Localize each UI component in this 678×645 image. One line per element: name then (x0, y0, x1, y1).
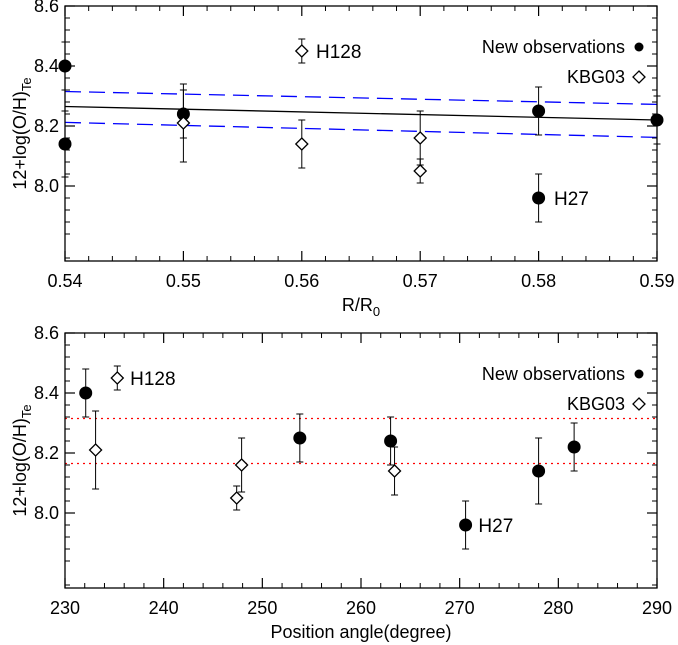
bottom-panel-ytick-label-3: 8.6 (34, 323, 59, 343)
bottom-panel-point-0-1 (293, 431, 307, 445)
top-panel-solid-line-0 (64, 105, 658, 121)
top-panel-point-1-2 (294, 137, 309, 151)
bottom-panel-point-0-5 (567, 440, 581, 454)
bottom-panel-xlabel-main: Position angle(degree) (270, 622, 451, 642)
bottom-panel-point-0-2 (384, 434, 398, 448)
top-panel-annotation-1: H27 (554, 189, 589, 210)
bottom-panel-ylabel-main: 12+log(O/H) (10, 418, 30, 517)
top-panel-xtick-label-5: 0.59 (639, 271, 674, 291)
bottom-panel-point-1-0 (88, 443, 103, 457)
top-panel-ylabel-main: 12+log(O/H) (10, 91, 30, 190)
top-panel-legend-marker-1 (632, 70, 646, 84)
top-panel-xtick-label-3: 0.57 (403, 271, 438, 291)
bottom-panel-series-0 (79, 368, 581, 550)
top-panel-point-1-0 (176, 116, 191, 130)
bottom-panel-ytick-label-2: 8.4 (34, 383, 59, 403)
top-panel-point-1-1 (294, 44, 309, 58)
bottom-panel: 230 240 250 260 270 280 290 8.0 8.2 8.4 8.6 Positio… (10, 323, 672, 642)
bottom-panel-ylabel-subscript: Te (19, 404, 34, 418)
bottom-panel-legend-marker-0 (634, 369, 644, 379)
bottom-panel-point-1-3 (234, 458, 249, 472)
bottom-panel-xtick-label-2: 250 (247, 598, 277, 618)
bottom-panel-annotation-1: H27 (478, 516, 513, 537)
bottom-panel-annotation-0: H128 (130, 369, 175, 390)
bottom-panel-xtick-label-4: 270 (445, 598, 475, 618)
top-panel-xtick-label-0: 0.54 (47, 271, 82, 291)
top-panel-xlabel: R/R0 (342, 295, 380, 319)
bottom-panel-legend-label-1: KBG03 (567, 394, 625, 414)
top-panel-ytick-label-3: 8.6 (34, 0, 59, 16)
top-panel-point-0-4 (532, 191, 546, 205)
top-panel-dashed-line-1 (64, 90, 658, 106)
bottom-panel-ylabel: 12+log(O/H)Te (10, 404, 34, 516)
top-panel: 0.54 0.55 0.56 0.57 0.58 0.59 8.0 8.2 8.4 8.6 R/R0… (10, 0, 675, 319)
top-panel-legend-label-0: New observations (482, 37, 625, 57)
bottom-panel-point-0-3 (459, 518, 473, 532)
top-panel-ytick-label-1: 8.2 (34, 116, 59, 136)
bottom-panel-series-1 (88, 365, 402, 511)
top-panel-xtick-label-1: 0.55 (166, 271, 201, 291)
top-panel-ytick-label-2: 8.4 (34, 56, 59, 76)
bottom-panel-legend-marker-1 (632, 397, 646, 411)
bottom-panel-xtick-label-5: 280 (543, 598, 573, 618)
bottom-panel-point-0-0 (79, 386, 93, 400)
bottom-panel-xlabel: Position angle(degree) (270, 622, 451, 642)
bottom-panel-xtick-label-3: 260 (346, 598, 376, 618)
top-panel-xtick-label-4: 0.58 (521, 271, 556, 291)
bottom-panel-point-1-1 (110, 371, 125, 385)
bottom-panel-xtick-label-1: 240 (149, 598, 179, 618)
bottom-panel-point-1-2 (229, 491, 244, 505)
top-panel-point-0-3 (532, 104, 546, 118)
top-panel-point-1-3 (413, 131, 428, 145)
top-panel-ylabel-subscript: Te (19, 77, 34, 91)
top-panel-legend-label-1: KBG03 (567, 67, 625, 87)
top-panel-dashed-line-2 (64, 121, 658, 139)
bottom-panel-point-1-4 (387, 464, 402, 478)
bottom-panel-xtick-label-0: 230 (50, 598, 80, 618)
top-panel-annotation-0: H128 (316, 42, 361, 63)
bottom-panel-ytick-label-1: 8.2 (34, 443, 59, 463)
bottom-panel-xtick-label-6: 290 (642, 598, 672, 618)
top-panel-ytick-label-0: 8.0 (34, 176, 59, 196)
top-panel-xlabel-subscript: 0 (373, 304, 380, 319)
top-panel-xlabel-main: R/R (342, 295, 373, 315)
bottom-panel-ytick-label-0: 8.0 (34, 503, 59, 523)
top-panel-point-1-4 (413, 164, 428, 178)
top-panel-ylabel: 12+log(O/H)Te (10, 77, 34, 189)
bottom-panel-legend-label-0: New observations (482, 364, 625, 384)
bottom-panel-point-0-4 (532, 464, 546, 478)
top-panel-legend-marker-0 (634, 42, 644, 52)
top-panel-series-1 (176, 38, 428, 184)
top-panel-xtick-label-2: 0.56 (284, 271, 319, 291)
top-panel-frame (64, 5, 658, 262)
